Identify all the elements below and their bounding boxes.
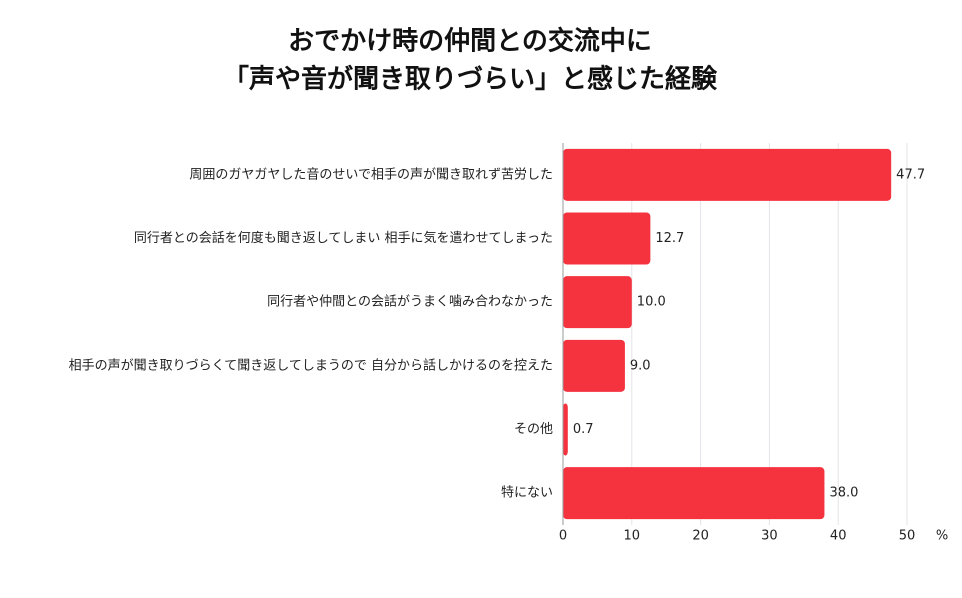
value-label: 10.0 [637, 295, 666, 310]
x-tick-label: 40 [830, 529, 847, 544]
y-tick-label: その他 [514, 422, 553, 437]
y-tick-label: 同行者との会話を何度も聞き返してしまい 相手に気を遣わせてしまった [134, 230, 553, 246]
x-tick-label: 50 [899, 529, 916, 544]
value-label: 38.0 [829, 486, 858, 501]
value-label: 9.0 [630, 358, 651, 373]
chart-title: 「声や音が聞き取りづらい」と感じた経験 [223, 64, 718, 95]
value-label: 12.7 [655, 231, 684, 246]
value-label: 0.7 [573, 422, 594, 437]
bar [563, 148, 892, 201]
bar [563, 212, 651, 265]
bar [563, 403, 568, 456]
bar [563, 467, 825, 520]
y-tick-label: 特にない [501, 486, 553, 501]
x-tick-label: 0 [559, 529, 567, 544]
x-tick-label: 10 [624, 529, 641, 544]
x-axis-unit: % [936, 529, 948, 544]
x-tick-label: 30 [761, 529, 778, 544]
y-tick-label: 周囲のガヤガヤした音のせいで相手の声が聞き取れず苦労した [189, 166, 553, 182]
bar [563, 276, 632, 329]
x-tick-label: 20 [692, 529, 709, 544]
value-label: 47.7 [896, 167, 925, 182]
y-tick-label: 同行者や仲間との会話がうまく噛み合わなかった [267, 294, 553, 310]
chart-title: おでかけ時の仲間との交流中に [288, 26, 652, 57]
bar [563, 339, 625, 392]
y-tick-label: 相手の声が聞き取りづらくて聞き返してしまうので 自分から話しかけるのを控えた [69, 357, 553, 373]
